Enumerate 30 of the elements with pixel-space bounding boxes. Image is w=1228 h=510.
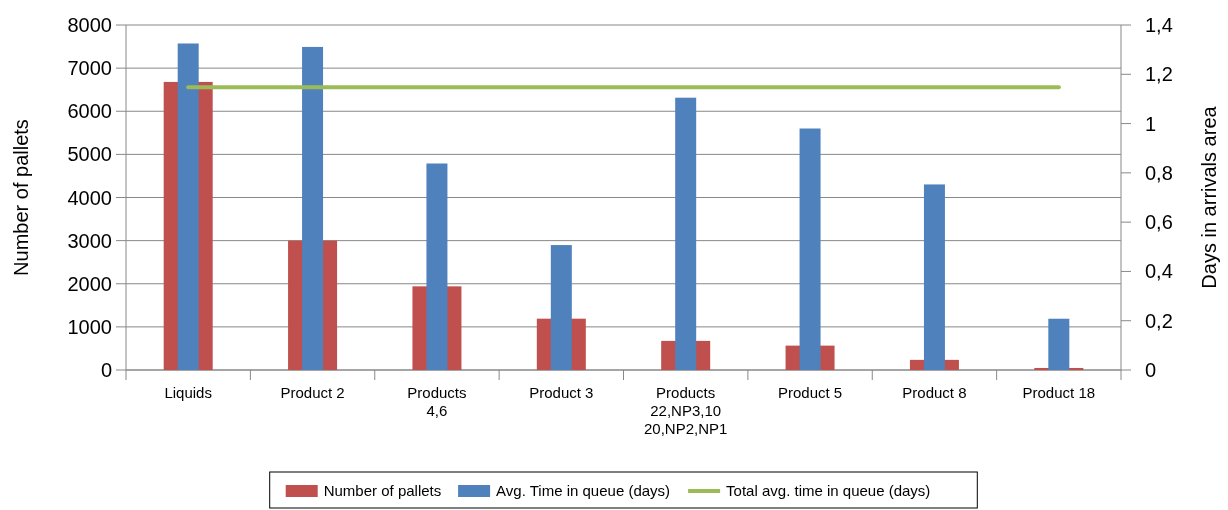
y-tick-label: 3000 bbox=[67, 229, 112, 252]
y-tick-label: 8000 bbox=[67, 14, 112, 36]
y2-tick-label: 0,4 bbox=[1145, 260, 1173, 283]
x-tick-label: Products 4,6 bbox=[407, 384, 467, 419]
y2-tick-label: 0,2 bbox=[1145, 309, 1173, 332]
y2-axis-title: Days in arrivals area bbox=[1198, 105, 1220, 289]
y2-tick-label: 0,6 bbox=[1145, 211, 1173, 234]
y-tick-label: 5000 bbox=[67, 143, 112, 166]
x-tick-label: Product 18 bbox=[1022, 384, 1096, 401]
y2-tick-label: 0 bbox=[1145, 359, 1157, 381]
y2-tick-label: 1,2 bbox=[1145, 63, 1173, 86]
legend-label: Avg. Time in queue (days) bbox=[496, 482, 671, 500]
y2-tick-label: 1 bbox=[1145, 112, 1157, 135]
y-tick-label: 1000 bbox=[67, 315, 112, 338]
y2-tick-label: 1,4 bbox=[1145, 14, 1173, 36]
x-tick-label: Product 5 bbox=[777, 384, 843, 401]
x-tick-label: Product 3 bbox=[529, 384, 594, 401]
y-tick-label: 7000 bbox=[67, 57, 112, 80]
y-tick-label: 6000 bbox=[67, 100, 112, 123]
x-tick-label: Products 22,NP3,10 20,NP2,NP1 bbox=[643, 384, 728, 437]
y-tick-label: 4000 bbox=[67, 186, 112, 209]
y-tick-label: 2000 bbox=[67, 272, 112, 295]
x-tick-label: Product 8 bbox=[902, 384, 967, 401]
legend-label: Number of pallets bbox=[323, 482, 442, 500]
legend-label: Total avg. time in queue (days) bbox=[726, 482, 931, 500]
y-axis-title: Number of pallets bbox=[10, 119, 32, 276]
y2-tick-label: 0,8 bbox=[1145, 161, 1173, 184]
x-tick-label: Product 2 bbox=[280, 384, 345, 401]
y-tick-label: 0 bbox=[100, 359, 112, 381]
x-tick-label: Liquids bbox=[164, 384, 212, 401]
